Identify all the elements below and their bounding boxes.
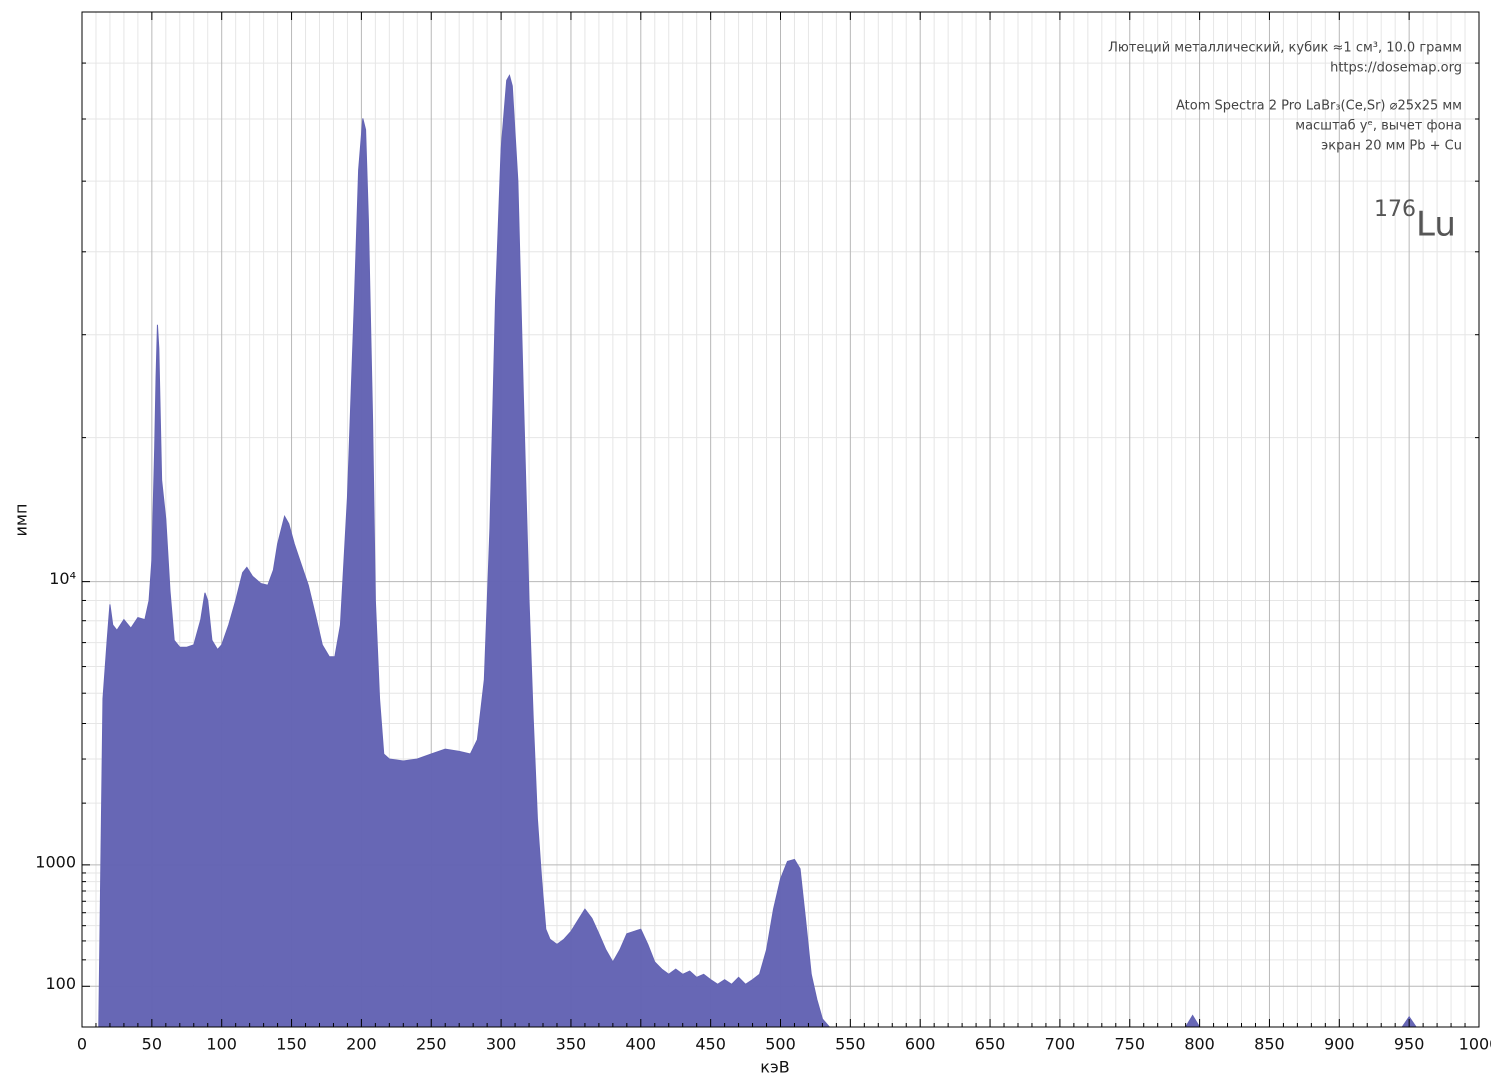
x-tick-label: 650	[975, 1035, 1006, 1054]
x-tick-label: 600	[905, 1035, 936, 1054]
x-tick-label: 400	[626, 1035, 657, 1054]
annotation: Лютеций металлический, кубик ≈1 см³, 10.…	[1108, 41, 1462, 56]
x-tick-label: 150	[276, 1035, 307, 1054]
x-tick-label: 250	[416, 1035, 447, 1054]
x-tick-label: 300	[486, 1035, 517, 1054]
x-tick-label: 50	[142, 1035, 162, 1054]
annotations: Лютеций металлический, кубик ≈1 см³, 10.…	[1108, 41, 1462, 245]
x-tick-label: 850	[1254, 1035, 1285, 1054]
isotope-symbol: Lu	[1416, 205, 1456, 245]
x-tick-label: 1000	[1459, 1035, 1491, 1054]
annotation: масштаб yᵉ, вычет фона	[1295, 119, 1462, 134]
annotation: экран 20 мм Pb + Cu	[1321, 139, 1462, 154]
x-tick-label: 800	[1184, 1035, 1215, 1054]
y-axis-label: имп	[12, 504, 31, 537]
x-tick-label: 200	[346, 1035, 377, 1054]
isotope-mass: 176	[1374, 197, 1416, 222]
x-tick-label: 750	[1114, 1035, 1145, 1054]
y-tick-label: 100	[45, 974, 76, 993]
y-tick-label: 1000	[35, 852, 76, 871]
annotation: https://dosemap.org	[1330, 61, 1462, 76]
x-tick-label: 500	[765, 1035, 796, 1054]
x-tick-label: 100	[206, 1035, 237, 1054]
annotation: Atom Spectra 2 Pro LaBr₃(Ce,Sr) ⌀25x25 м…	[1176, 99, 1462, 114]
x-tick-label: 700	[1045, 1035, 1076, 1054]
x-tick-label: 0	[77, 1035, 87, 1054]
x-axis-label: кэВ	[760, 1058, 789, 1077]
x-tick-label: 950	[1394, 1035, 1425, 1054]
x-tick-label: 900	[1324, 1035, 1355, 1054]
x-tick-label: 350	[556, 1035, 587, 1054]
spectrum-area	[98, 74, 1479, 1027]
x-tick-label: 550	[835, 1035, 866, 1054]
y-tick-label: 10⁴	[49, 569, 76, 588]
x-tick-label: 450	[695, 1035, 726, 1054]
